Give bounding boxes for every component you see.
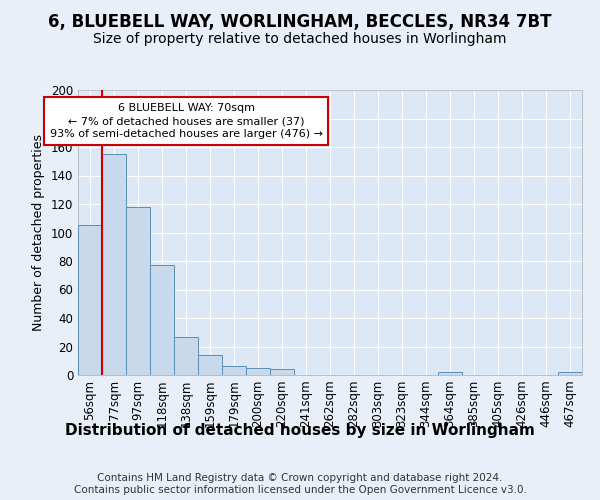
Bar	[174, 336, 198, 375]
Text: Contains HM Land Registry data © Crown copyright and database right 2024.
Contai: Contains HM Land Registry data © Crown c…	[74, 474, 526, 495]
Bar	[78, 226, 102, 375]
Bar	[150, 266, 174, 375]
Text: Size of property relative to detached houses in Worlingham: Size of property relative to detached ho…	[93, 32, 507, 46]
Text: Distribution of detached houses by size in Worlingham: Distribution of detached houses by size …	[65, 422, 535, 438]
Bar	[102, 154, 126, 375]
Y-axis label: Number of detached properties: Number of detached properties	[32, 134, 45, 331]
Text: 6, BLUEBELL WAY, WORLINGHAM, BECCLES, NR34 7BT: 6, BLUEBELL WAY, WORLINGHAM, BECCLES, NR…	[48, 12, 552, 30]
Bar	[246, 368, 270, 375]
Bar	[222, 366, 246, 375]
Bar	[126, 207, 150, 375]
Bar	[270, 370, 294, 375]
Bar	[558, 372, 582, 375]
Bar	[198, 355, 222, 375]
Bar	[438, 372, 462, 375]
Text: 6 BLUEBELL WAY: 70sqm
← 7% of detached houses are smaller (37)
93% of semi-detac: 6 BLUEBELL WAY: 70sqm ← 7% of detached h…	[49, 103, 323, 139]
